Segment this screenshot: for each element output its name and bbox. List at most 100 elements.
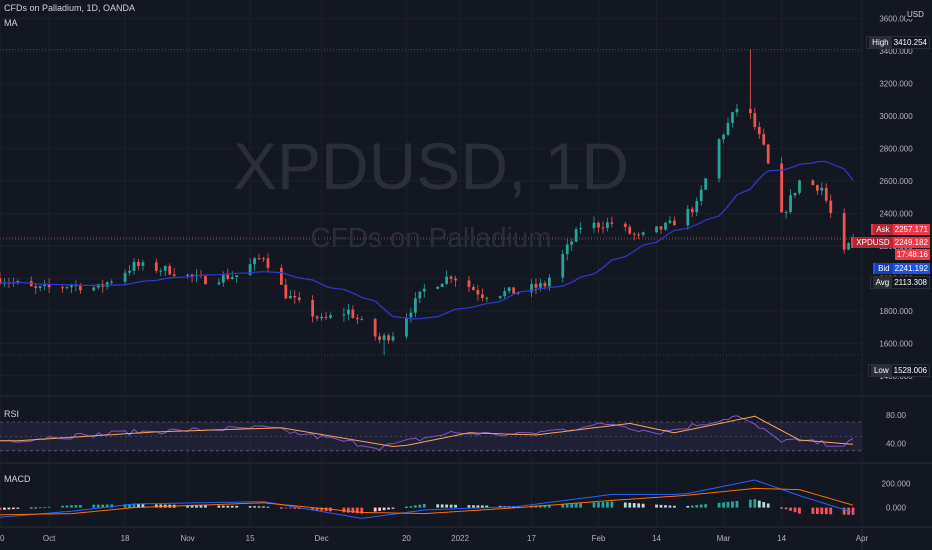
candle-body — [190, 274, 194, 277]
macd-histogram-bar — [597, 502, 600, 508]
candle-body — [842, 213, 846, 250]
macd-histogram-bar — [79, 505, 82, 508]
macd-histogram-bar — [154, 504, 158, 508]
candle-body — [382, 335, 386, 340]
last-price-value: 2249.182 — [894, 238, 928, 247]
candle-body — [226, 274, 230, 279]
macd-histogram-bar — [230, 505, 234, 508]
low-marker-label: Low — [870, 365, 892, 376]
time-tick-label: 2022 — [451, 534, 469, 543]
macd-histogram-bar — [766, 503, 770, 508]
candle-body — [351, 309, 355, 318]
candle-body — [235, 275, 239, 277]
ask-marker-label: Ask — [873, 224, 893, 235]
macd-histogram-bar — [226, 505, 230, 508]
macd-histogram-bar — [141, 504, 145, 508]
candle-body — [279, 267, 283, 285]
candle-body — [38, 286, 42, 288]
macd-histogram-bar — [815, 507, 819, 514]
macd-histogram-bar — [695, 505, 699, 508]
macd-histogram-bar — [3, 507, 6, 510]
macd-histogram-bar — [561, 504, 565, 508]
macd-histogram-bar — [0, 507, 2, 510]
candle-body — [168, 265, 172, 275]
macd-histogram-bar — [735, 501, 739, 508]
ask-marker-value: 2257.171 — [894, 225, 928, 234]
macd-histogram-bar — [780, 507, 783, 509]
macd-line — [0, 479, 854, 519]
candle-body — [668, 220, 672, 223]
candle-body — [766, 144, 770, 164]
macd-histogram-bar — [516, 506, 520, 508]
candle-body — [172, 274, 176, 276]
candle-body — [735, 108, 739, 113]
macd-histogram-bar — [539, 505, 542, 508]
candle-body — [43, 284, 47, 287]
candle-body — [378, 336, 382, 340]
candle-body — [722, 134, 725, 140]
currency-label[interactable]: USD — [906, 10, 925, 19]
macd-histogram-bar — [217, 505, 221, 508]
candle-body — [105, 282, 109, 287]
macd-tick-label: 0.000 — [886, 504, 907, 513]
candle-body — [659, 226, 663, 230]
candle-body — [288, 296, 292, 299]
candle-body — [436, 286, 440, 289]
macd-histogram-bar — [757, 500, 761, 508]
ma-legend[interactable]: MA — [4, 18, 18, 28]
macd-histogram-bar — [248, 506, 252, 508]
price-tick-label: 1800.000 — [879, 307, 913, 316]
macd-legend[interactable]: MACD — [4, 474, 31, 484]
candle-body — [360, 319, 364, 321]
macd-histogram-bar — [378, 507, 382, 511]
macd-histogram-bar — [346, 507, 350, 513]
rsi-legend[interactable]: RSI — [4, 409, 20, 419]
macd-histogram-bar — [257, 506, 261, 508]
macd-histogram-bar — [409, 506, 413, 508]
macd-histogram-bar — [38, 507, 42, 509]
price-candles[interactable] — [0, 49, 855, 355]
candle-body — [748, 108, 752, 114]
rsi-pane[interactable] — [0, 415, 862, 452]
macd-histogram-bar — [686, 505, 690, 508]
candle-body — [61, 287, 64, 289]
macd-histogram-bar — [413, 505, 417, 508]
low-marker-value: 1528.006 — [893, 366, 927, 375]
time-axis[interactable]: 20 Oct 18 Nov 15 Dec 20 2022 17 Feb 14 Mar 14 Apr — [0, 534, 869, 543]
macd-pane[interactable] — [0, 479, 855, 519]
candle-body — [123, 272, 127, 282]
macd-histogram-bar — [722, 502, 725, 508]
macd-histogram-bar — [655, 504, 658, 508]
candle-body — [498, 296, 502, 298]
macd-histogram-bar — [405, 506, 408, 508]
bid-marker: Bid 2241.192 — [873, 263, 930, 274]
macd-histogram-bar — [480, 505, 484, 508]
macd-histogram-bar — [253, 506, 256, 508]
macd-histogram-bar — [34, 507, 38, 509]
candle-body — [16, 280, 20, 283]
symbol-legend[interactable]: CFDs on Palladium, 1D, OANDA — [4, 3, 136, 13]
price-tick-label: 2600.000 — [879, 177, 913, 186]
candle-body — [534, 284, 538, 288]
candle-body — [315, 316, 319, 319]
time-tick-label: 17 — [527, 534, 536, 543]
candle-body — [507, 287, 511, 292]
macd-histogram-bar — [190, 505, 194, 508]
last-price-marker: XPDUSD 2249.182 — [851, 237, 930, 248]
macd-histogram-bar — [476, 505, 480, 508]
macd-histogram-bar — [449, 504, 453, 508]
candle-body — [405, 317, 408, 337]
macd-histogram-bar — [29, 507, 33, 509]
candle-body — [565, 244, 569, 255]
macd-histogram-bar — [454, 504, 457, 508]
candle-body — [695, 200, 699, 213]
time-tick-label: 20 — [0, 534, 5, 543]
macd-histogram-bar — [132, 504, 136, 508]
candle-body — [449, 276, 453, 279]
candle-body — [784, 211, 788, 213]
bid-marker-label: Bid — [875, 263, 893, 274]
macd-histogram-bar — [128, 504, 131, 508]
candle-body — [70, 285, 73, 288]
macd-histogram-bar — [579, 503, 583, 508]
